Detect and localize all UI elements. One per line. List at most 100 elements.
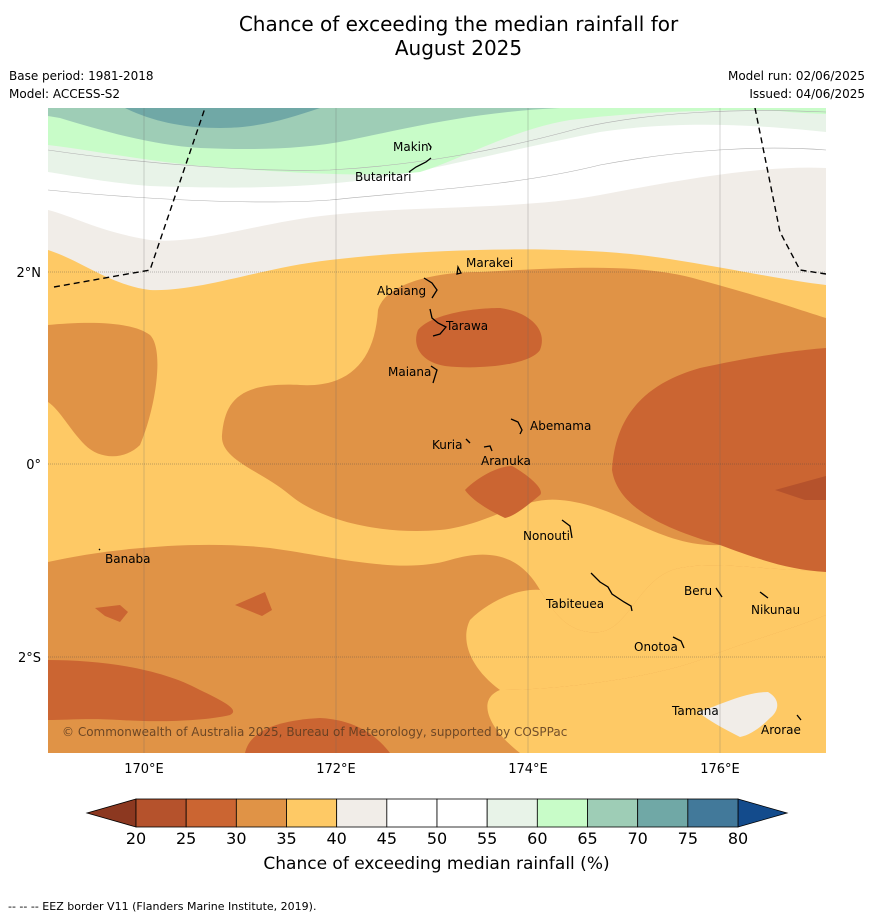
label-butaritari: Butaritari (355, 170, 412, 184)
butaritari-atoll (408, 157, 432, 173)
colorbar-label: Chance of exceeding median rainfall (%) (263, 854, 610, 874)
colorbar-tick-25: 25 (176, 829, 196, 848)
colorbar-segment-40-45 (336, 798, 388, 828)
zone-20-25-east (775, 476, 826, 500)
abaiang-atoll (423, 277, 438, 299)
colorbar-segment-60-65 (536, 798, 588, 828)
colorbar-over-arrow (737, 798, 789, 828)
arorae-island (796, 714, 802, 721)
label-onotoa: Onotoa (634, 640, 678, 654)
colorbar-tick-35: 35 (276, 829, 296, 848)
model-run: Model run: 02/06/2025 (727, 69, 865, 83)
label-nonouti: Nonouti (523, 529, 570, 543)
issued-date: Issued: 04/06/2025 (749, 87, 865, 101)
label-abemama: Abemama (530, 419, 591, 433)
colorbar-tick-65: 65 (577, 829, 597, 848)
colorbar-segment-70-75 (637, 798, 689, 828)
colorbar-tick-45: 45 (377, 829, 397, 848)
label-banaba: Banaba (105, 552, 151, 566)
contour-lines (48, 110, 826, 203)
colorbar-tick-40: 40 (326, 829, 346, 848)
label-kuria: Kuria (432, 438, 463, 452)
nonouti-atoll (561, 519, 573, 539)
zone-35-40-south (466, 565, 826, 690)
meta-right: Model run: 02/06/2025 Issued: 04/06/2025 (728, 67, 865, 103)
aranuka-atoll (483, 445, 493, 452)
label-aranuka: Aranuka (481, 454, 531, 468)
label-tamana: Tamana (671, 704, 719, 718)
lon-label-170: 170°E (124, 762, 164, 777)
colorbar-tick-30: 30 (226, 829, 246, 848)
colorbar-tick-70: 70 (627, 829, 647, 848)
title-line-2: August 2025 (394, 36, 523, 60)
colorbar-segment-35-40 (286, 798, 338, 828)
zone-25-30-s (245, 718, 390, 753)
zone-25-30-east (612, 348, 826, 572)
lat-label-0: 0° (26, 458, 41, 473)
kuria-atoll (465, 438, 471, 444)
tabiteuea-atoll (590, 572, 633, 612)
lat-gridlines (48, 271, 826, 658)
label-maiana: Maiana (388, 365, 431, 379)
onotoa-atoll (672, 636, 685, 649)
colorbar-tick-50: 50 (427, 829, 447, 848)
copyright-text: © Commonwealth of Australia 2025, Bureau… (62, 725, 567, 739)
base-period: Base period: 1981-2018 (9, 69, 154, 83)
maiana-atoll (430, 365, 438, 384)
meta-left: Base period: 1981-2018 Model: ACCESS-S2 (9, 67, 154, 103)
colorbar-segment-50-55 (436, 798, 488, 828)
colorbar-tick-55: 55 (477, 829, 497, 848)
tarawa-atoll (429, 308, 448, 337)
rainfall-map (48, 108, 826, 753)
label-abaiang: Abaiang (377, 284, 426, 298)
zone-25-30-small1 (95, 605, 128, 622)
colorbar-segment-55-60 (486, 798, 538, 828)
colorbar-tick-75: 75 (678, 829, 698, 848)
label-marakei: Marakei (466, 256, 513, 270)
map-title: Chance of exceeding the median rainfall … (0, 12, 873, 60)
colorbar-segment-45-50 (386, 798, 438, 828)
label-beru: Beru (684, 584, 712, 598)
title-line-1: Chance of exceeding the median rainfall … (238, 12, 679, 36)
gridlines (143, 108, 721, 753)
nikunau-atoll (759, 591, 769, 599)
colorbar-under-arrow (85, 798, 137, 828)
lon-label-176: 176°E (700, 762, 740, 777)
model-name: Model: ACCESS-S2 (9, 87, 121, 101)
label-tarawa: Tarawa (445, 319, 488, 333)
colorbar: 20 25 30 35 40 45 50 55 60 65 70 75 80 (85, 798, 789, 848)
zone-30-35-west (48, 322, 158, 457)
zone-25-30-small2 (235, 592, 272, 616)
marakei-atoll (456, 264, 462, 275)
colorbar-tick-80: 80 (728, 829, 748, 848)
zone-40-45-se (698, 692, 778, 737)
colorbar-tick-60: 60 (527, 829, 547, 848)
place-labels: Makin Butaritari Marakei Abaiang Tarawa … (105, 140, 801, 737)
banaba-island (98, 548, 101, 551)
makin-atoll (427, 142, 432, 151)
lon-label-174: 174°E (508, 762, 548, 777)
beru-atoll (715, 587, 723, 598)
island-shapes (98, 142, 802, 721)
label-nikunau: Nikunau (751, 603, 800, 617)
colorbar-tick-20: 20 (126, 829, 146, 848)
lat-label-2n: 2°N (17, 266, 42, 281)
eez-border (53, 108, 826, 288)
colorbar-segment-20-25 (135, 798, 187, 828)
zone-70-75 (125, 108, 320, 128)
lon-tick-labels: 170°E 172°E 174°E 176°E (124, 762, 740, 777)
label-makin: Makin (393, 140, 429, 154)
zone-25-30-tarawa (416, 308, 542, 368)
label-tabiteuea: Tabiteuea (545, 597, 604, 611)
colorbar-segment-25-30 (185, 798, 237, 828)
colorbar-segment-65-70 (587, 798, 639, 828)
zone-40-45-ne-strip (778, 217, 826, 285)
colorbar-segment-30-35 (235, 798, 287, 828)
abemama-atoll (510, 418, 523, 435)
lon-label-172: 172°E (316, 762, 356, 777)
lat-label-2s: 2°S (18, 651, 41, 666)
eez-footnote: -- -- -- EEZ border V11 (Flanders Marine… (8, 900, 317, 913)
zone-25-30-sw (48, 660, 234, 722)
zone-25-30-center (465, 466, 541, 518)
